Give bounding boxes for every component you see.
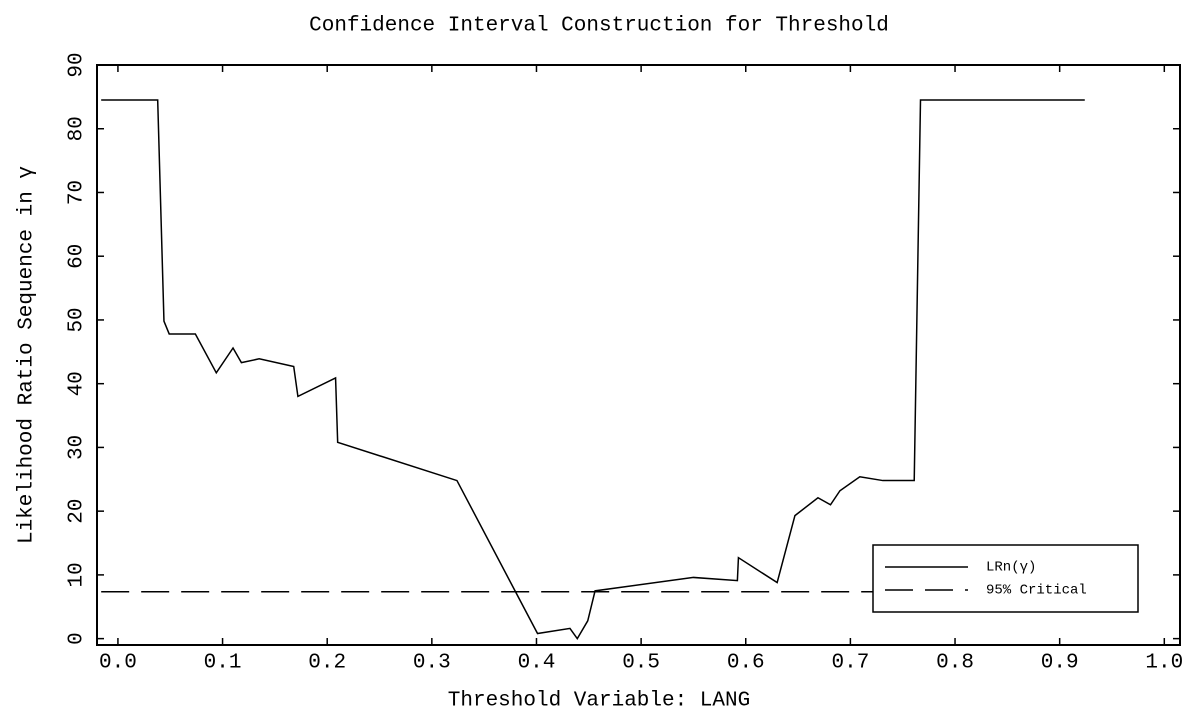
x-tick-label: 0.1	[204, 652, 242, 675]
legend	[872, 544, 1139, 613]
x-tick-label: 0.6	[727, 652, 765, 675]
x-tick-label: 0.3	[413, 652, 451, 675]
x-tick-label: 0.9	[1041, 652, 1079, 675]
y-tick-label: 80	[66, 116, 89, 141]
y-tick-label: 30	[66, 435, 89, 460]
y-axis-label: Likelihood Ratio Sequence in γ	[16, 166, 39, 544]
line	[101, 99, 1085, 641]
x-tick-label: 0.5	[622, 652, 660, 675]
y-tick-label: 40	[66, 371, 89, 396]
plot-frame	[96, 64, 1181, 646]
y-tick-label: 20	[66, 499, 89, 524]
y-tick-label: 60	[66, 244, 89, 269]
y-tick-label: 90	[66, 52, 89, 77]
x-tick-label: 1.0	[1145, 652, 1183, 675]
x-tick-label: 0.2	[308, 652, 346, 675]
chart-title: Confidence Interval Construction for Thr…	[309, 15, 889, 38]
legend-label: LRn(γ)	[986, 560, 1036, 576]
x-tick-label: 0.8	[936, 652, 974, 675]
x-tick-label: 0.4	[518, 652, 556, 675]
y-tick-label: 50	[66, 307, 89, 332]
y-tick-label: 10	[66, 562, 89, 587]
legend-label: 95% Critical	[986, 583, 1087, 599]
x-tick-label: 0.0	[99, 652, 137, 675]
x-axis-label: Threshold Variable: LANG	[448, 690, 750, 713]
y-tick-label: 70	[66, 180, 89, 205]
x-tick-label: 0.7	[831, 652, 869, 675]
y-tick-label: 0	[66, 632, 89, 645]
